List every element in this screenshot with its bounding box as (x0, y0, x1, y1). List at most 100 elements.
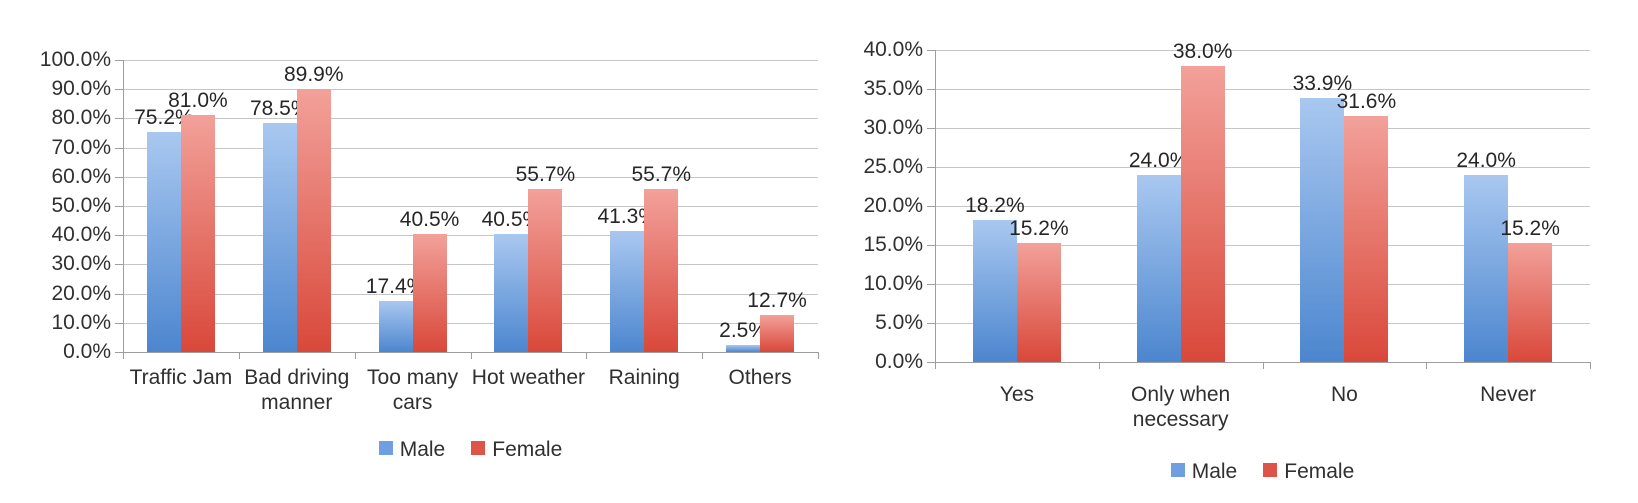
x-axis-tick (818, 352, 819, 359)
y-axis-tick-label: 25.0% (863, 155, 923, 178)
data-label-female-only-when-necessary: 38.0% (1172, 39, 1233, 63)
y-axis-tick (115, 60, 123, 61)
gridline (935, 89, 1590, 90)
y-axis-tick-label: 90.0% (51, 77, 111, 101)
bar-female-only-when-necessary (1180, 65, 1225, 362)
bar-female-no (1344, 115, 1389, 362)
y-axis-tick-label: 40.0% (863, 38, 923, 61)
gridline (935, 323, 1590, 324)
y-axis-tick-label: 60.0% (51, 164, 111, 188)
bar-male-too-many-cars (378, 301, 413, 352)
x-axis-tick (1262, 362, 1264, 369)
category-label-others: Others (728, 366, 792, 389)
category-label-only-when-necessary: Only when necessary (1131, 383, 1231, 431)
data-label-male-hot-weather: 40.5% (481, 207, 542, 231)
y-axis-tick (927, 89, 935, 90)
data-label-male-too-many-cars: 17.4% (365, 275, 426, 299)
category-label-hot-weather: Hot weather (471, 366, 586, 389)
x-axis-tick (123, 352, 124, 359)
legend-entry-female: Female (1263, 460, 1354, 484)
y-axis-line (123, 60, 124, 352)
bar-male-never (1464, 174, 1509, 362)
gridline (123, 89, 818, 91)
y-axis-tick-label: 30.0% (51, 252, 111, 276)
y-axis-tick-label: 5.0% (875, 311, 923, 334)
y-axis-tick (927, 128, 935, 129)
bar-female-raining (644, 189, 679, 352)
right-chart-frequency: 0.0% 5.0% 10.0% 15.0% 20.0% 25.0% 30.0% 35.0% 40… (820, 0, 1638, 503)
legend-swatch-male-icon (1170, 463, 1185, 477)
x-axis-tick (238, 352, 240, 359)
legend-entry-male: Male (1170, 460, 1238, 484)
data-label-female-bad-driving-manner: 89.9% (283, 63, 344, 87)
y-axis-tick (115, 147, 123, 149)
y-axis-tick (927, 323, 935, 324)
y-axis-tick-label: 50.0% (51, 194, 111, 217)
y-axis-line (935, 50, 936, 362)
gridline (935, 284, 1590, 285)
x-axis-tick (1426, 362, 1428, 369)
x-axis-tick (935, 362, 936, 369)
y-axis-tick-label: 0.0% (875, 350, 923, 373)
bar-male-raining (610, 231, 645, 352)
bar-male-hot-weather (494, 233, 529, 352)
category-label-traffic-jam: Traffic Jam (129, 366, 233, 389)
data-label-male-yes: 18.2% (965, 194, 1025, 218)
data-label-female-others: 12.7% (747, 288, 807, 312)
y-axis-tick-label: 15.0% (863, 233, 923, 256)
bar-female-too-many-cars (412, 233, 447, 352)
gridline (123, 118, 818, 120)
gridline (123, 264, 818, 266)
gridline (123, 206, 818, 207)
y-axis-tick-label: 10.0% (51, 310, 111, 334)
legend-label-female: Female (492, 438, 563, 461)
bar-female-never (1508, 243, 1553, 362)
gridline (935, 167, 1590, 168)
legend-label-male: Male (1191, 460, 1238, 483)
bar-male-yes (972, 220, 1017, 362)
data-label-male-no: 33.9% (1292, 71, 1353, 95)
gridline (123, 322, 818, 324)
x-axis-tick (586, 352, 588, 359)
gridline (935, 245, 1590, 246)
bar-female-bad-driving-manner (296, 89, 331, 352)
y-axis-tick (927, 362, 935, 363)
legend-swatch-female-icon (1263, 463, 1278, 477)
bar-male-traffic-jam (146, 132, 181, 352)
legend: Male Female (935, 460, 1590, 484)
data-label-female-raining: 55.7% (631, 163, 692, 187)
category-label-never: Never (1480, 383, 1537, 406)
gridline (123, 235, 818, 237)
category-label-yes: Yes (999, 383, 1034, 406)
y-axis-tick (115, 118, 123, 120)
legend-label-female: Female (1284, 460, 1355, 483)
y-axis-tick (927, 206, 935, 207)
bar-female-others (760, 314, 795, 352)
data-label-female-yes: 15.2% (1009, 217, 1069, 241)
legend: Male Female (123, 438, 818, 462)
y-axis-tick-label: 0.0% (63, 340, 111, 363)
data-label-female-no: 31.6% (1336, 89, 1397, 113)
data-label-male-others: 2.5% (719, 318, 768, 342)
category-label-no: No (1330, 383, 1358, 406)
category-label-bad-driving-manner: Bad driving manner (244, 366, 350, 414)
data-label-female-too-many-cars: 40.5% (399, 207, 460, 231)
legend-label-male: Male (399, 438, 446, 461)
data-label-male-traffic-jam: 75.2% (134, 106, 194, 130)
legend-entry-female: Female (471, 438, 562, 462)
y-axis-tick (115, 322, 123, 324)
legend-swatch-female-icon (471, 441, 486, 455)
x-axis-tick (1590, 362, 1591, 369)
y-axis-tick-label: 10.0% (863, 272, 923, 295)
gridline (935, 50, 1590, 51)
y-axis-tick-label: 20.0% (863, 194, 923, 217)
legend-swatch-male-icon (378, 441, 393, 455)
y-axis-tick (927, 284, 935, 285)
data-label-male-raining: 41.3% (597, 205, 658, 229)
y-axis-tick-label: 40.0% (51, 223, 111, 247)
left-chart-reasons: 0.0% 10.0% 20.0% 30.0% 40.0% 50.0% 60.0% 70.0% 8… (0, 0, 819, 503)
bar-male-no (1300, 97, 1345, 362)
bar-female-yes (1016, 243, 1061, 362)
y-axis-tick (927, 50, 935, 51)
